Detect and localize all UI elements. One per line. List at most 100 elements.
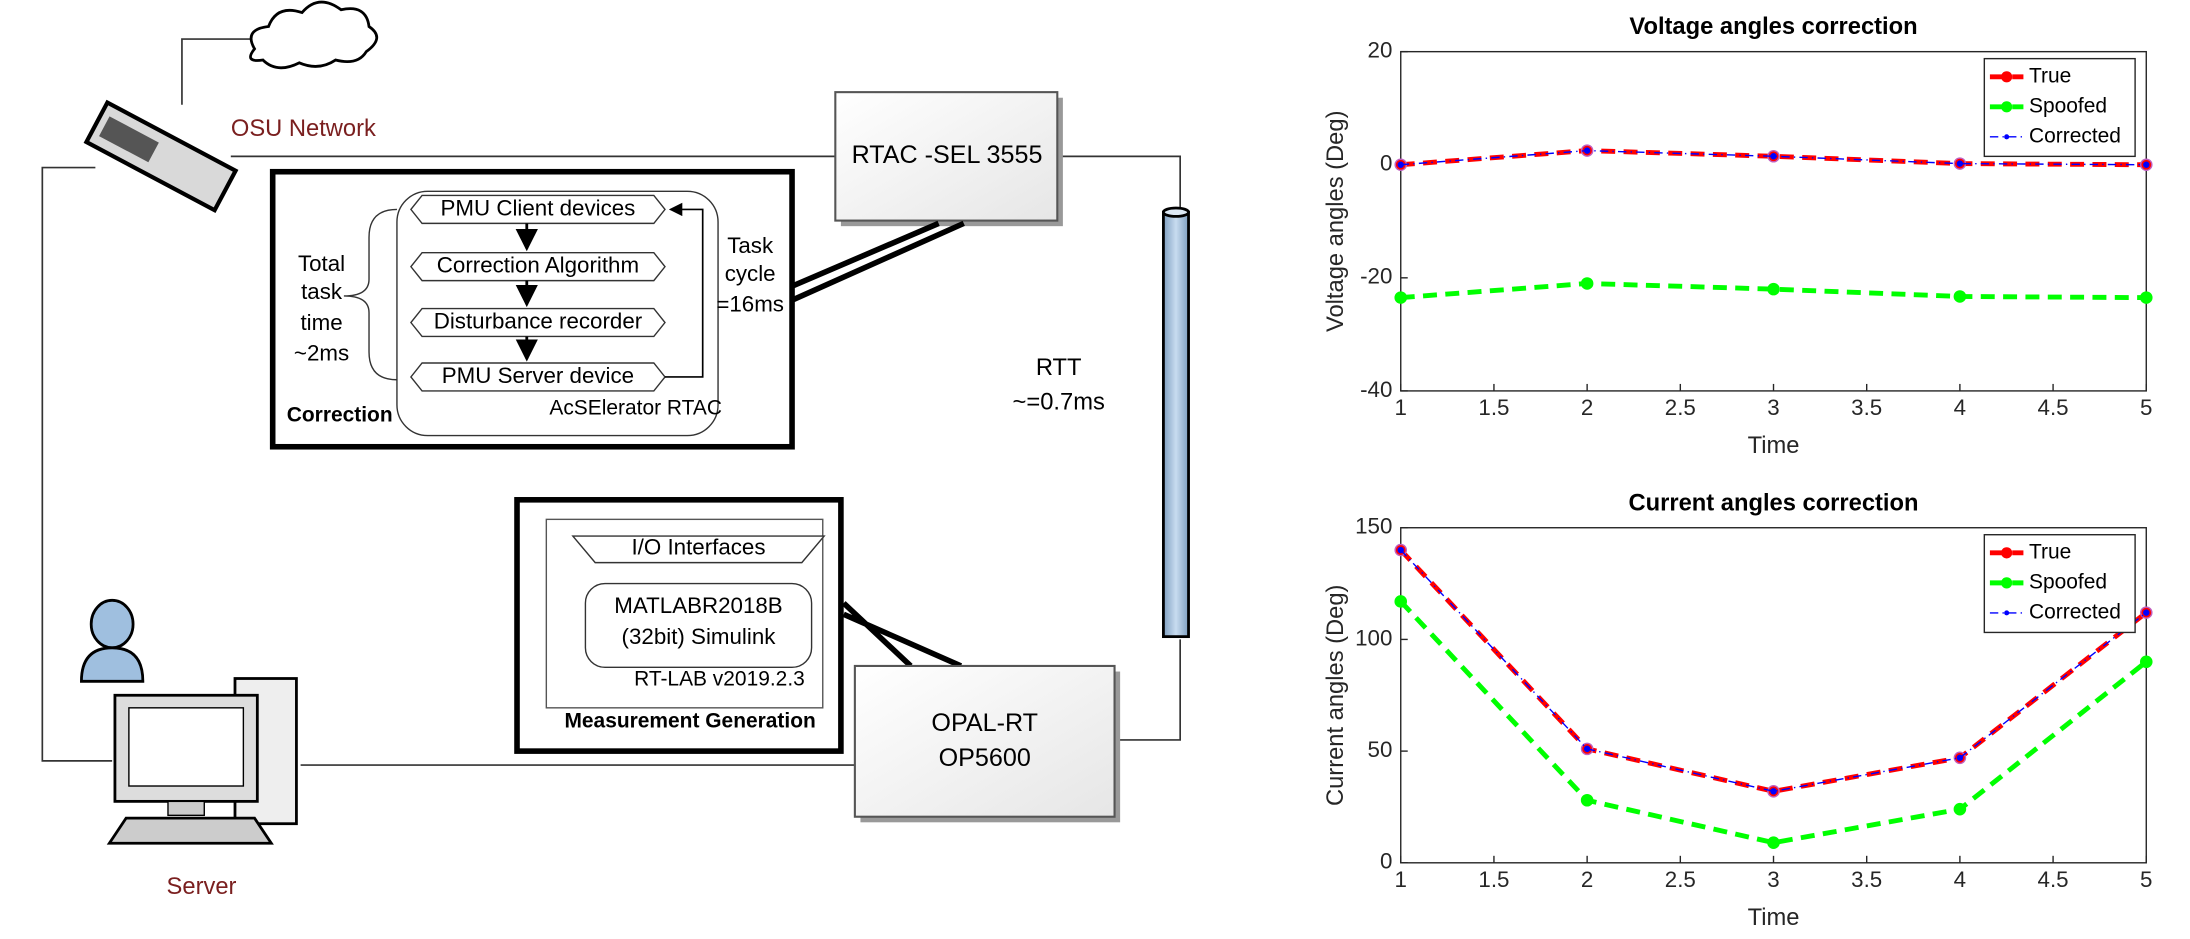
y-tick-label: 0 <box>1380 151 1392 176</box>
opal-box <box>853 664 1116 818</box>
server-label: Server <box>167 874 237 900</box>
legend-label: Spoofed <box>2029 570 2107 593</box>
legend-label: True <box>2029 540 2071 563</box>
legend-marker <box>2001 577 2013 589</box>
x-tick-label: 1.5 <box>1478 867 1509 892</box>
io-label: I/O Interfaces <box>631 535 765 560</box>
marker <box>1767 836 1780 849</box>
step: Disturbance recorder <box>434 308 643 333</box>
series-line <box>1398 599 2148 846</box>
rtt-label: ~=0.7ms <box>1013 390 1105 416</box>
rtlab-label: RT-LAB v2019.2.3 <box>634 667 805 690</box>
x-tick-label: 4 <box>1954 867 1966 892</box>
x-tick-label: 2 <box>1581 867 1593 892</box>
model-box <box>584 582 813 669</box>
marker <box>1956 754 1964 762</box>
x-tick-label: 2.5 <box>1665 395 1696 420</box>
series-line <box>1400 281 2147 301</box>
marker <box>1583 745 1591 753</box>
y-tick-label: 150 <box>1355 514 1392 539</box>
marker <box>1583 147 1591 154</box>
link-cylinder-top <box>1162 206 1190 218</box>
marker <box>2139 291 2153 304</box>
y-axis-label: Voltage angles (Deg) <box>1323 111 1349 333</box>
legend-marker <box>2001 71 2013 83</box>
x-tick-label: 2 <box>1581 395 1593 420</box>
computer-icon <box>106 677 298 845</box>
legend-marker <box>2004 610 2010 616</box>
measurement-box <box>514 497 844 754</box>
step: PMU Server device <box>442 363 634 388</box>
marker <box>1767 282 1780 296</box>
marker <box>1397 546 1404 554</box>
network-label: OSU Network <box>231 116 376 142</box>
y-tick-label: 50 <box>1368 737 1393 762</box>
user-icon <box>80 598 145 683</box>
measurement-label: Measurement Generation <box>564 709 815 732</box>
diagram: OSU Network RTAC -SEL 3555 PMU Client de… <box>41 0 1190 900</box>
x-tick-label: 1.5 <box>1478 395 1509 420</box>
wire <box>1057 155 1182 210</box>
series-line <box>1400 549 2147 793</box>
software-label: AcSElerator RTAC <box>549 397 722 420</box>
marker <box>1953 802 1967 816</box>
x-tick-label: 4 <box>1954 395 1966 420</box>
y-tick-label: -40 <box>1360 377 1392 402</box>
task-cycle: =16ms <box>716 292 784 317</box>
marker <box>2143 609 2150 616</box>
io-shape <box>571 535 826 564</box>
x-tick-label: 3.5 <box>1851 867 1882 892</box>
marker <box>1953 290 1967 303</box>
task-cycle: cycle <box>725 261 776 286</box>
correction-box <box>269 168 795 450</box>
legend-marker <box>2004 134 2010 140</box>
opal-label: OPAL-RT <box>931 709 1038 737</box>
marker <box>2143 161 2150 168</box>
y-tick-label: 0 <box>1380 849 1392 874</box>
y-tick-label: 100 <box>1355 625 1392 650</box>
model-label: MATLABR2018B <box>614 593 782 618</box>
correction-label: Correction <box>287 404 393 427</box>
rtac-label: RTAC -SEL 3555 <box>852 141 1043 169</box>
wire <box>1114 639 1182 741</box>
legend-marker <box>2001 547 2013 559</box>
marker <box>1580 277 1594 290</box>
total-time: ~2ms <box>294 341 349 366</box>
x-tick-label: 4.5 <box>2038 867 2069 892</box>
legend-label: True <box>2029 64 2071 87</box>
legend-label: Corrected <box>2029 124 2121 147</box>
legend-marker <box>2001 101 2013 113</box>
step: PMU Client devices <box>441 195 636 220</box>
switch-icon <box>83 99 239 214</box>
x-tick-label: 3 <box>1767 867 1779 892</box>
legend-label: Corrected <box>2029 600 2121 623</box>
marker <box>1770 788 1777 795</box>
marker <box>1956 160 1964 167</box>
chart-title: Current angles correction <box>1629 490 1919 516</box>
x-tick-label: 1 <box>1395 867 1407 892</box>
total-time: task <box>301 279 343 304</box>
total-time: time <box>300 310 342 335</box>
x-axis-label: Time <box>1748 905 1800 931</box>
series-line <box>1400 149 2147 166</box>
wire <box>41 166 113 762</box>
link-cylinder <box>1162 210 1190 639</box>
total-time: Total <box>298 251 345 276</box>
rtac-box <box>834 91 1059 222</box>
x-tick-label: 5 <box>2140 867 2152 892</box>
x-tick-label: 2.5 <box>1665 867 1696 892</box>
x-tick-label: 5 <box>2140 395 2152 420</box>
task-cycle: Task <box>727 233 774 258</box>
step: Correction Algorithm <box>437 253 639 278</box>
marker <box>1394 595 1408 608</box>
marker <box>1397 161 1404 168</box>
marker <box>2139 655 2153 669</box>
x-tick-label: 3 <box>1767 395 1779 420</box>
rtt-label: RTT <box>1036 355 1082 381</box>
x-tick-label: 3.5 <box>1851 395 1882 420</box>
marker <box>1394 291 1408 304</box>
connector <box>841 601 963 669</box>
model-label: (32bit) Simulink <box>622 624 777 649</box>
marker <box>1580 793 1594 807</box>
